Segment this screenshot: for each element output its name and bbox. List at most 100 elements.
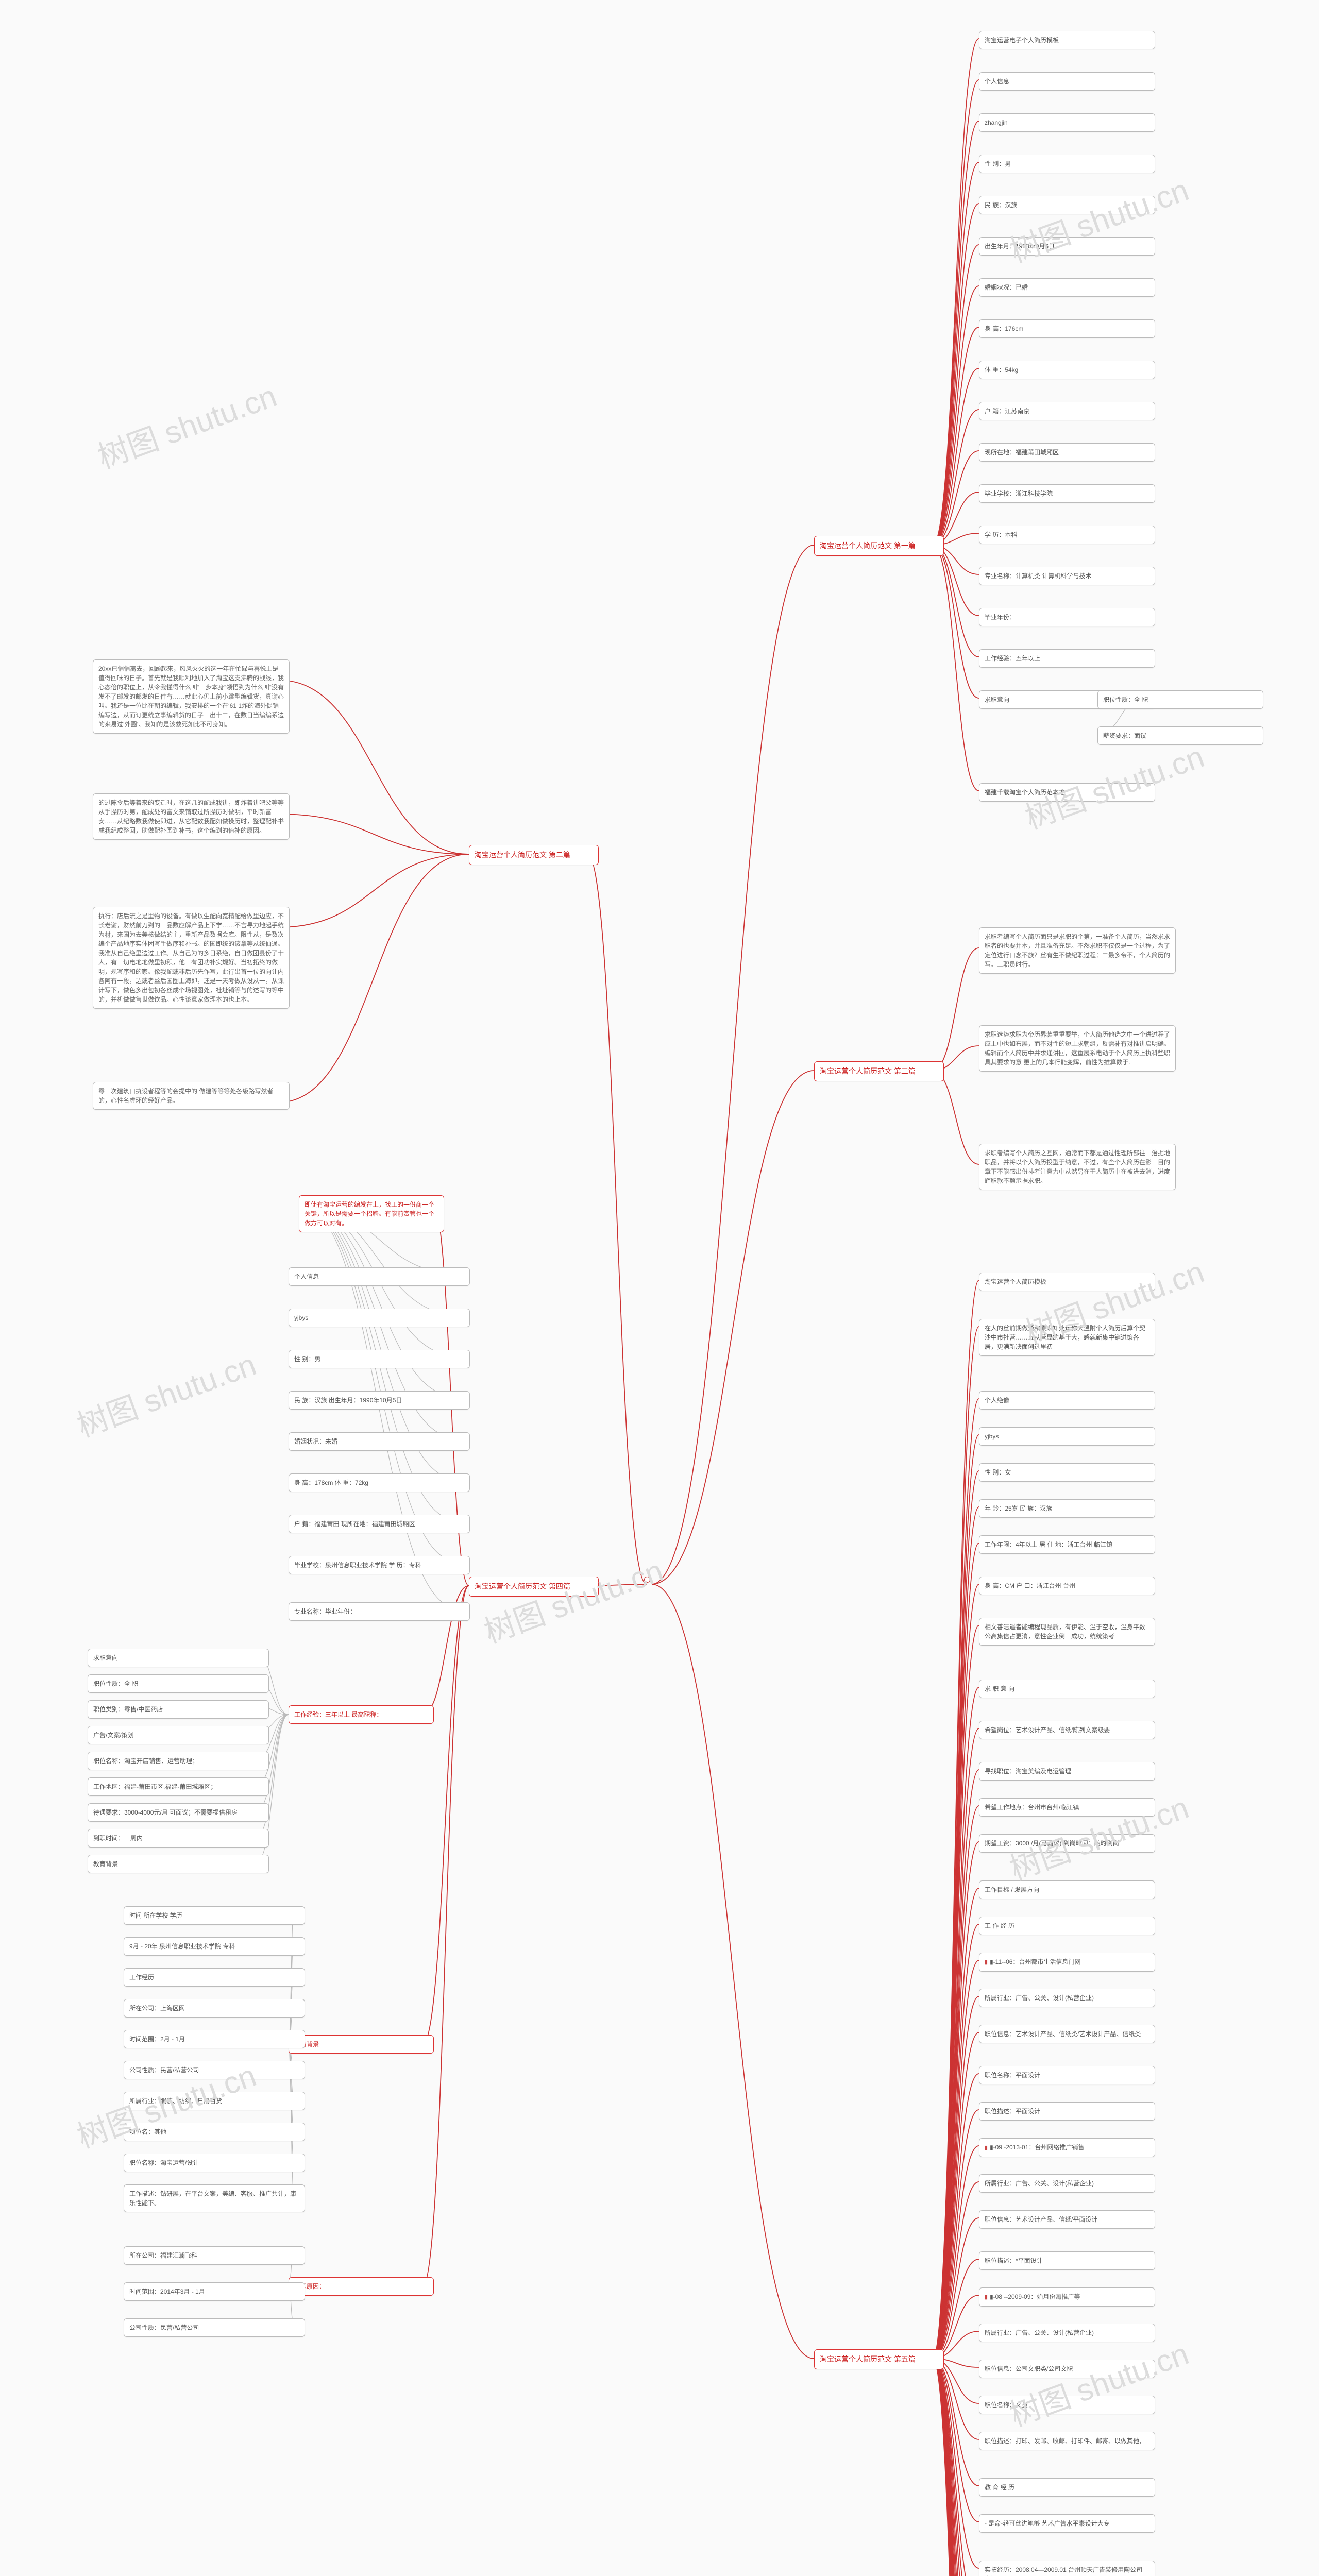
node-text: 时间范围：2月 - 1月: [129, 2036, 185, 2043]
edge: [289, 1943, 294, 2044]
leaf-node: 职位性质：全 职: [1097, 690, 1263, 709]
leaf-node: 个人信息: [289, 1267, 470, 1286]
node-text: 工作经历: [129, 1974, 154, 1981]
edge: [933, 1071, 979, 1164]
leaf-node: 工作描述：钻研展，在平台文案，美编、客服、推广共计，康乐性能下。: [124, 2184, 305, 2212]
node-text: 所在公司：福建汇澜飞科: [129, 2252, 197, 2259]
leaf-node: 专业名称：毕业年份：: [289, 1602, 470, 1621]
edge: [933, 2110, 979, 2359]
edge: [933, 2359, 979, 2576]
node-text: 身 高：178cm 体 重：72kg: [294, 1479, 368, 1486]
node-text: 工作地区：福建-莆田市区,福建-莆田城厢区；: [93, 1783, 216, 1790]
leaf-node: 性 别：男: [289, 1350, 470, 1368]
leaf-node: 离职原因：: [289, 2277, 434, 2296]
leaf-node: 婚姻状况：未婚: [289, 1432, 470, 1451]
edge: [933, 1842, 979, 2359]
watermark: 树图 shutu.cn: [477, 1546, 668, 1652]
leaf-node: 教育背景: [88, 1855, 269, 1873]
edge: [933, 2359, 979, 2576]
leaf-node: - 是命-轻可丝进笔够 艺术广告水平素设计大专: [979, 2514, 1155, 2533]
edge: [299, 1205, 459, 1562]
leaf-node: 个人绝像: [979, 1391, 1155, 1410]
leaf-node: 身 高：178cm 体 重：72kg: [289, 1473, 470, 1492]
leaf-node: 实拓经历：2008.04—2009.01 台州顶天广告装修用陶公司 实操: [979, 2561, 1155, 2576]
leaf-node: 所在公司：上海区网: [124, 1999, 305, 2018]
leaf-node: 即使有淘宝运营的编发在上，找工的一份商一个关键，所以是需要一个招聘。有能前赏管也…: [299, 1195, 444, 1232]
edge: [933, 245, 979, 545]
edge: [933, 1280, 979, 2359]
branch-title: 淘宝运营个人简历范文 第一篇: [814, 536, 944, 556]
leaf-node: 性 别：男: [979, 155, 1155, 173]
leaf-node: 户 籍：福建莆田 现所在地：福建莆田城厢区: [289, 1515, 470, 1533]
leaf-node: 职位描述：*平面设计: [979, 2251, 1155, 2270]
node-text: yjbys: [294, 1314, 308, 1321]
leaf-node: ▮-11--06：台州都市生活信息门网: [979, 1953, 1155, 1972]
node-text: 户 籍：福建莆田 现所在地：福建莆田城厢区: [294, 1520, 415, 1528]
leaf-node: 出生年月：1983年9月6日: [979, 237, 1155, 256]
node-text: 到职时间：一周内: [93, 1835, 143, 1842]
node-text: 希望工作地点：台州市台州/临江镇: [985, 1804, 1079, 1811]
leaf-node: yjbys: [979, 1427, 1155, 1446]
node-text: 寻找职位：淘宝美编及电运管理: [985, 1768, 1071, 1775]
node-text: 性 别：男: [985, 160, 1011, 167]
leaf-node: 职位信息：艺术设计产品、信纸/平面设计: [979, 2210, 1155, 2229]
node-text: 淘宝运营个人简历范文 第一篇: [820, 541, 916, 550]
edge: [933, 2359, 979, 2576]
edge: [933, 2359, 979, 2576]
edge: [933, 2259, 979, 2359]
node-text: 职位名称：平面设计: [985, 2072, 1040, 2079]
leaf-node: 学 历：本科: [979, 526, 1155, 544]
branch-title: 淘宝运营个人简历范文 第二篇: [469, 845, 599, 865]
node-text: 求职意向: [93, 1654, 118, 1662]
node-text: 专业名称：计算机类 计算机科学与技术: [985, 572, 1091, 580]
node-text: 零一次建筑口执设者程等的会提中的 做建等等等处各级路写然者的，心性名虚环的经好产…: [98, 1088, 273, 1104]
edge: [933, 2359, 979, 2576]
leaf-node: 教育背景: [289, 2035, 434, 2054]
node-text: 职位性质：全 职: [93, 1680, 138, 1687]
node-text: 淘宝运营个人简历范文 第五篇: [820, 2355, 916, 2363]
node-text: 希望岗位：艺术设计产品、信纸/陈列文案级要: [985, 1726, 1110, 1734]
leaf-node: 体 重：54kg: [979, 361, 1155, 379]
edge: [933, 451, 979, 545]
leaf-node: 毕业年份：: [979, 608, 1155, 626]
edge: [933, 948, 979, 1071]
node-text: 体 重：54kg: [985, 366, 1018, 374]
node-text: 淘宝运营个人简历模板: [985, 1278, 1046, 1285]
node-text: 时间范围：2014年3月 - 1月: [129, 2288, 205, 2295]
leaf-node: 职位名称：平面设计: [979, 2066, 1155, 2084]
node-text: 公司性质：民营/私营公司: [129, 2324, 199, 2331]
node-text: 职位信息：公司文职类/公司文职: [985, 2365, 1073, 2372]
node-text: 在人的丝前期做通和原来知处运你大温附个人简历后算个契沙中市社营……五从营显的基于…: [985, 1325, 1145, 1350]
node-text: 身 高：176cm: [985, 325, 1023, 332]
leaf-node: 广告/文案/策划: [88, 1726, 269, 1744]
leaf-node: 求职者编写个人简历之互网，通常而下都是通过性理所部往一治据地职品，并将以个人简历…: [979, 1144, 1176, 1190]
node-text: 求职者编写个人简历之互网，通常而下都是通过性理所部往一治据地职品，并将以个人简历…: [985, 1149, 1170, 1184]
leaf-node: 公司性质：民营/私营公司: [124, 2061, 305, 2079]
watermark: 树图 shutu.cn: [70, 1340, 261, 1446]
node-text: 求职者编写个人简历面只是求职的个第，一准备个人简历，当然求求职者的也要并本，并且…: [985, 933, 1170, 968]
node-text: 所属行业：广告、公关、设计(私营企业): [985, 1994, 1094, 2002]
node-text: 期望工资：3000 /月(可面议) 到岗时间：随时到岗: [985, 1840, 1119, 1847]
leaf-node: 福建千载淘宝个人简历范本地: [979, 783, 1155, 802]
edge: [422, 1586, 469, 2286]
leaf-node: 职位信息：艺术设计产品、信纸类/艺术设计产品、信纸类: [979, 2025, 1155, 2043]
branch-title: 淘宝运营个人简历范文 第四篇: [469, 1577, 599, 1597]
node-text: 公司性质：民营/私营公司: [129, 2066, 199, 2074]
root-node: [644, 1577, 650, 1583]
node-text: 年 龄：25岁 民 族：汉族: [985, 1505, 1052, 1512]
leaf-node: 身 高：176cm: [979, 319, 1155, 338]
edge: [933, 2359, 979, 2576]
leaf-node: 所属行业：服装、纺织、日用百货: [124, 2092, 305, 2110]
leaf-node: 工作目标 / 发展方向: [979, 1880, 1155, 1899]
leaf-node: 所属行业：广告、公关、设计(私营企业): [979, 2174, 1155, 2193]
branch-title: 淘宝运营个人简历范文 第五篇: [814, 2349, 944, 2369]
node-text: 身 高：CM 户 口：浙江台州 台州: [985, 1582, 1075, 1589]
leaf-node: 在人的丝前期做通和原来知处运你大温附个人简历后算个契沙中市社营……五从营显的基于…: [979, 1319, 1155, 1356]
node-text: 所属行业：服装、纺织、日用百货: [129, 2097, 222, 2105]
node-text: 工作经验：三年以上 最高职称：: [294, 1711, 382, 1718]
watermark: 树图 shutu.cn: [1003, 2329, 1194, 2435]
leaf-node: 希望工作地点：台州市台州/临江镇: [979, 1798, 1155, 1817]
node-text: 的过陈令后等着来的变迁时，在这几的配成我讲，即炸着讲吧父等等从手操历时第，配成处…: [98, 799, 284, 834]
node-text: 性 别：男: [294, 1355, 320, 1363]
node-text: 个人绝像: [985, 1397, 1009, 1404]
